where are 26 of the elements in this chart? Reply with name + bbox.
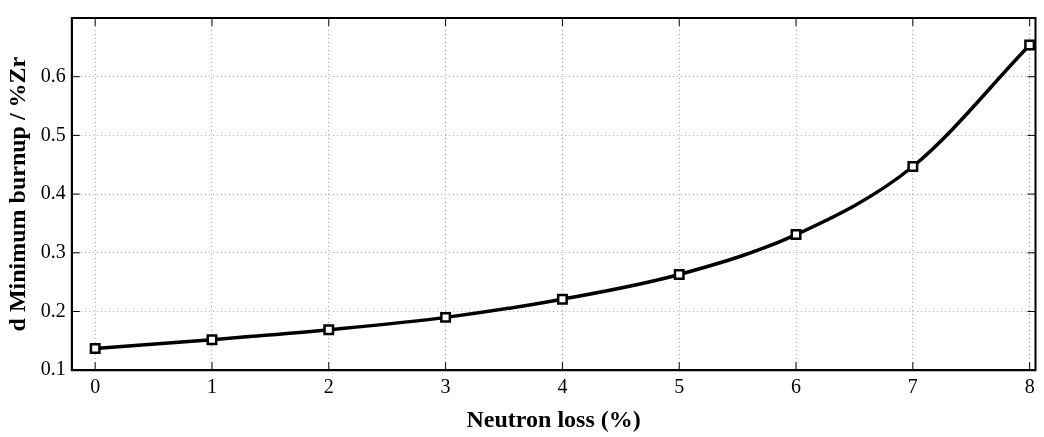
x-tick-label: 1	[206, 375, 217, 398]
point	[907, 161, 919, 172]
point	[673, 269, 685, 281]
x-tick-label: 0	[90, 375, 101, 398]
point	[790, 229, 802, 241]
x-tick-label: 7	[907, 375, 918, 398]
point	[556, 293, 568, 305]
point	[1024, 39, 1036, 51]
x-tick-label: 4	[557, 375, 568, 398]
y-axis-title: d Minimum burnup / %Zr	[3, 56, 30, 332]
x-axis-title: Neutron loss (%)	[466, 405, 641, 432]
x-tick-label: 5	[674, 375, 685, 398]
y-tick-label: 0.6	[40, 63, 66, 86]
x-tick-label: 2	[323, 375, 334, 398]
x-tick-label: 8	[1024, 375, 1035, 398]
point	[440, 311, 452, 323]
y-tick-label: 0.2	[40, 298, 66, 321]
y-tick-label: 0.5	[40, 122, 66, 145]
point	[323, 324, 335, 336]
y-tick-label: 0.4	[40, 181, 66, 204]
y-tick-label: 0.1	[40, 357, 66, 380]
point	[206, 334, 218, 346]
x-tick-label: 6	[791, 375, 802, 398]
x-tick-label: 3	[440, 375, 451, 398]
y-tick-label: 0.3	[40, 240, 66, 263]
point	[89, 342, 101, 354]
